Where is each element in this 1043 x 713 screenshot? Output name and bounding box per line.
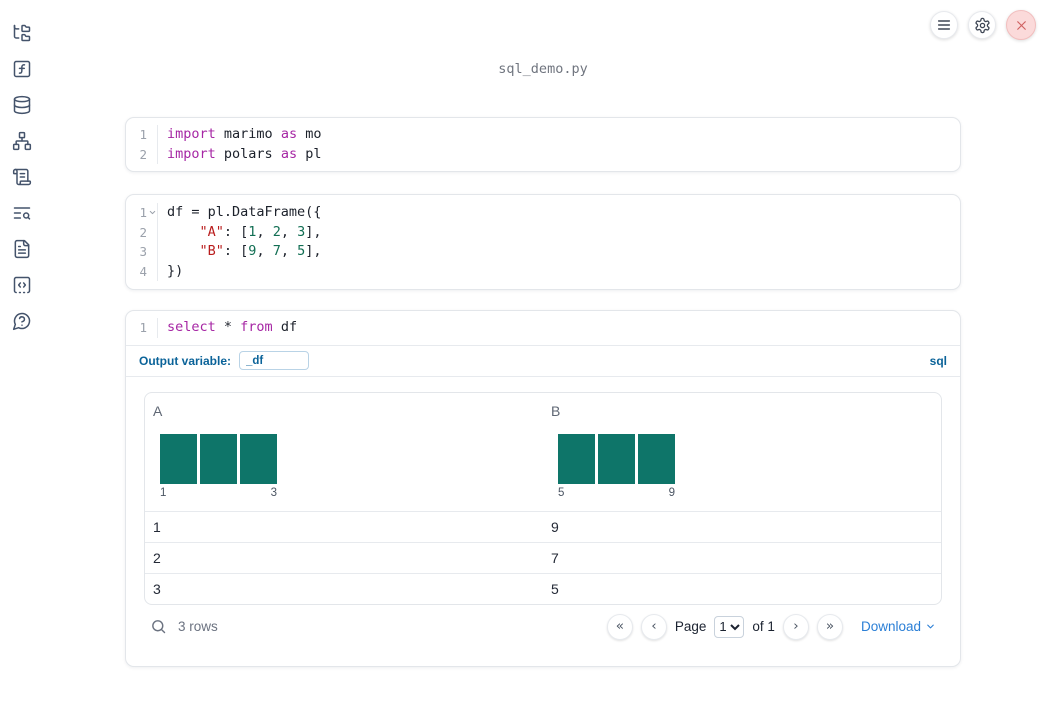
next-page-button[interactable]: › [782,613,809,640]
search-icon [152,620,166,634]
line-number: 3 [139,244,147,260]
sql-language-badge[interactable]: sql [929,353,947,368]
line-number: 2 [139,224,147,240]
close-icon [1016,20,1026,30]
histogram-min-label: 1 [160,486,167,499]
output-variable-label: Output variable: [139,353,232,368]
sidebar-item-variables[interactable] [12,59,32,79]
chevron-right-icon: › [793,617,799,634]
table-cell: 1 [153,518,161,535]
sidebar-item-dependencies[interactable] [12,131,32,151]
line-number: 1 [139,320,147,335]
shutdown-button[interactable] [1006,10,1036,40]
table-cell: 7 [551,549,559,566]
row-count: 3 rows [178,619,218,635]
sidebar-item-files[interactable] [12,23,32,43]
line-number: 4 [139,263,147,279]
table-cell: 9 [551,518,559,535]
table-row: 3 5 [145,572,941,604]
histogram-bar [240,433,277,484]
table-cell: 2 [153,549,161,566]
hamburger-icon [937,20,951,30]
text-search-icon [13,207,31,220]
python-cell-dataframe: 1 df = pl.DataFrame({ 2 "A": [1, 2, 3], … [125,194,961,291]
dependency-graph-icon [12,131,32,151]
settings-button[interactable] [968,11,996,39]
output-variable-row: Output variable: sql [126,344,960,376]
sidebar-item-snippets[interactable] [12,275,32,295]
sidebar-item-logs[interactable] [12,167,32,187]
notebook-controls [930,10,1036,40]
sql-editor[interactable]: 1 select * from df [126,311,960,345]
scroll-icon [12,168,32,186]
help-chat-icon [12,312,31,331]
pagination: « ‹ Page 1 of 1 › » Download [606,613,936,640]
page-select[interactable]: 1 [714,615,745,638]
column-header-a[interactable]: A 1 3 [145,393,543,511]
table-cell: 3 [153,580,161,597]
column-header-b[interactable]: B 5 9 [543,393,941,511]
prev-page-button[interactable]: ‹ [640,613,667,640]
panel-sidebar [0,0,44,713]
histogram-bar [598,433,635,484]
sidebar-item-documentation[interactable] [12,239,32,259]
line-number: 1 [139,127,147,142]
code-line[interactable]: 4 }) [126,261,960,282]
code-line[interactable]: 3 "B": [9, 7, 5], [126,242,960,262]
output-variable-input[interactable] [239,351,310,371]
chevrons-left-icon: « [615,617,625,634]
chevron-down-icon [927,624,934,629]
cell-output: A 1 3 [126,375,960,666]
table-header: A 1 3 [145,393,941,511]
function-square-icon [13,60,31,78]
chevron-left-icon: ‹ [651,617,657,634]
database-icon [13,95,31,115]
page-total-label: of 1 [752,619,775,635]
histogram-bar [160,433,197,484]
histogram-bar [638,433,675,484]
notebook-area: sql_demo.py 1 import marimo as mo 2 impo… [125,0,961,713]
code-line[interactable]: 2 import polars as pl [126,144,960,165]
last-page-button[interactable]: » [816,613,843,640]
code-editor[interactable]: 1 import marimo as mo 2 import polars as… [126,118,960,171]
code-line[interactable]: 2 "A": [1, 2, 3], [126,222,960,243]
histogram-max-label: 3 [270,486,277,499]
column-name: A [153,402,163,419]
gear-icon [974,17,990,33]
page-label: Page [674,619,707,635]
file-text-icon [14,239,30,259]
first-page-button[interactable]: « [606,613,633,640]
download-button[interactable]: Download [861,619,936,634]
code-line[interactable]: 1 import marimo as mo [126,125,960,145]
sidebar-item-tracebacks[interactable] [12,203,32,223]
dataframe-table: A 1 3 [144,391,942,605]
table-footer: 3 rows « ‹ Page 1 of 1 › » Download [144,605,942,649]
line-number: 1 [139,205,147,220]
code-editor[interactable]: 1 df = pl.DataFrame({ 2 "A": [1, 2, 3], … [126,195,960,289]
column-histogram: 5 9 [558,433,675,499]
table-row: 1 9 [145,510,941,542]
histogram-max-label: 9 [668,486,675,499]
sql-cell: 1 select * from df Output variable: sql … [125,310,961,667]
table-row: 2 7 [145,541,941,573]
table-cell: 5 [551,580,559,597]
code-line[interactable]: 1 df = pl.DataFrame({ [126,203,960,223]
python-cell-imports: 1 import marimo as mo 2 import polars as… [125,117,961,173]
fold-chevron-icon[interactable] [148,208,157,217]
notebook-filename: sql_demo.py [498,61,588,77]
column-name: B [551,402,561,419]
histogram-min-label: 5 [558,486,565,499]
code-line[interactable]: 1 select * from df [126,318,960,338]
column-histogram: 1 3 [160,433,277,499]
line-number: 2 [139,146,147,162]
histogram-bar [200,433,237,484]
sidebar-item-datasources[interactable] [12,95,32,115]
histogram-bar [558,433,595,484]
menu-button[interactable] [930,11,958,39]
sidebar-item-help[interactable] [12,311,32,331]
folder-tree-icon [13,24,31,42]
snippets-code-icon [13,276,31,294]
search-button[interactable] [150,618,167,635]
chevrons-right-icon: » [825,617,835,634]
